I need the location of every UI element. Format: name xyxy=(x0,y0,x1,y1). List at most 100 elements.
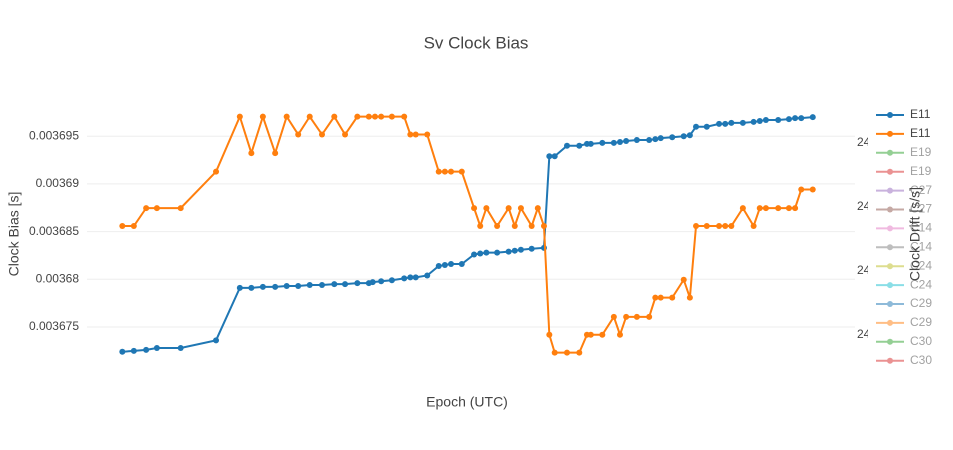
point xyxy=(739,205,746,212)
point xyxy=(703,223,710,230)
point xyxy=(248,150,255,157)
point xyxy=(686,294,693,301)
point xyxy=(652,136,659,143)
legend-label[interactable]: C29 xyxy=(910,296,932,310)
legend-label[interactable]: E11 xyxy=(910,107,931,121)
point xyxy=(528,223,535,230)
point xyxy=(762,117,769,124)
point xyxy=(756,205,763,212)
point xyxy=(354,280,361,287)
legend-item[interactable]: E11 xyxy=(876,126,931,140)
point xyxy=(517,205,524,212)
legend-label[interactable]: C29 xyxy=(910,315,932,329)
legend-label[interactable]: C24 xyxy=(910,277,932,291)
point xyxy=(564,142,570,149)
point xyxy=(388,277,395,284)
point xyxy=(792,115,799,122)
point xyxy=(424,131,431,138)
legend-label[interactable]: C30 xyxy=(910,334,932,348)
point xyxy=(483,249,490,256)
legend-item[interactable]: C24 xyxy=(876,277,932,291)
point xyxy=(693,123,700,130)
point xyxy=(130,223,137,230)
legend-item[interactable]: C29 xyxy=(876,315,932,329)
point xyxy=(471,205,478,212)
legend-item[interactable]: C14 xyxy=(876,239,932,253)
point xyxy=(378,113,385,120)
point xyxy=(623,313,630,320)
legend-item[interactable]: C29 xyxy=(876,296,932,310)
point xyxy=(669,294,676,301)
legend-marker xyxy=(887,301,893,307)
point xyxy=(610,313,617,320)
legend-item[interactable]: E11 xyxy=(876,107,931,121)
legend-label[interactable]: C27 xyxy=(910,183,932,197)
point xyxy=(407,131,414,138)
point xyxy=(477,223,484,230)
point xyxy=(259,113,266,120)
point xyxy=(576,349,583,356)
point xyxy=(213,337,220,344)
point xyxy=(657,294,664,301)
point xyxy=(331,281,338,288)
legend-item[interactable]: E19 xyxy=(876,145,932,159)
point xyxy=(342,281,349,288)
point xyxy=(412,274,419,281)
point xyxy=(564,349,570,356)
y-tick-label: 0.003685 xyxy=(29,224,79,238)
point xyxy=(633,313,640,320)
point xyxy=(599,331,606,338)
point xyxy=(762,205,769,212)
point xyxy=(143,205,150,212)
y-tick-label: 0.003675 xyxy=(29,319,79,333)
legend-label[interactable]: E19 xyxy=(910,145,932,159)
point xyxy=(401,113,408,120)
point xyxy=(722,223,729,230)
point xyxy=(528,245,535,252)
legend-label[interactable]: C27 xyxy=(910,202,932,216)
point xyxy=(703,123,710,130)
legend-label[interactable]: C14 xyxy=(910,221,932,235)
legend-item[interactable]: E19 xyxy=(876,164,932,178)
point xyxy=(365,113,372,120)
legend-item[interactable]: C14 xyxy=(876,221,932,235)
point xyxy=(540,223,547,230)
legend-item[interactable]: C30 xyxy=(876,353,932,367)
point xyxy=(319,131,326,138)
legend-label[interactable]: C14 xyxy=(910,239,932,253)
y-axis-title: Clock Bias [s] xyxy=(6,192,22,277)
point xyxy=(511,223,518,230)
legend-marker xyxy=(887,319,893,326)
legend-item[interactable]: C27 xyxy=(876,183,932,197)
point xyxy=(775,205,782,212)
legend-label[interactable]: E19 xyxy=(910,164,932,178)
point xyxy=(798,115,805,122)
point xyxy=(716,223,723,230)
point xyxy=(236,284,243,291)
point xyxy=(534,205,541,212)
point xyxy=(369,279,376,286)
point xyxy=(448,261,455,268)
point xyxy=(551,153,558,160)
point xyxy=(448,168,455,175)
point xyxy=(213,168,220,175)
point xyxy=(716,120,723,127)
point xyxy=(295,282,302,289)
series-line xyxy=(122,116,813,353)
point xyxy=(295,131,302,138)
legend-label[interactable]: C24 xyxy=(910,258,932,272)
legend-item[interactable]: C27 xyxy=(876,202,932,216)
point xyxy=(657,135,664,142)
point xyxy=(477,250,484,257)
legend-marker xyxy=(887,263,893,270)
point xyxy=(441,168,448,175)
legend-item[interactable]: C30 xyxy=(876,334,932,348)
point xyxy=(372,113,378,120)
point xyxy=(809,114,816,121)
legend-item[interactable]: C24 xyxy=(876,258,932,272)
legend-label[interactable]: E11 xyxy=(910,126,931,140)
legend-label[interactable]: C30 xyxy=(910,353,932,367)
point xyxy=(412,131,419,138)
point xyxy=(775,117,782,124)
